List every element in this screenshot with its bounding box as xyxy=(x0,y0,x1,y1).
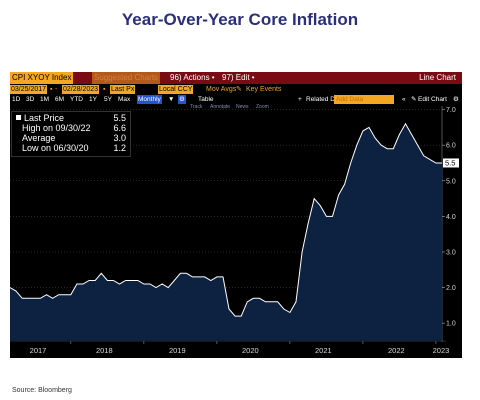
stat-label: Low on 06/30/20 xyxy=(22,143,89,153)
tools-row: Track Annotate News Zoom xyxy=(10,104,462,111)
suggested-charts-button[interactable]: Suggested Charts xyxy=(92,72,161,84)
y-tick-label: 2.0 xyxy=(446,285,456,292)
x-tick-label: 2020 xyxy=(242,346,259,355)
last-value-label: 5.5 xyxy=(445,159,455,168)
legend-stats-box: Last Price 5.5 High on 09/30/22 6.6 Aver… xyxy=(11,111,131,157)
x-tick-label: 2018 xyxy=(96,346,113,355)
y-tick-label: 1.0 xyxy=(446,321,456,328)
settings-row: 03/25/2017 ▪ - 02/28/2023 ▪ Last Px Loca… xyxy=(10,85,462,94)
currency-selector[interactable]: Local CCY xyxy=(158,85,194,94)
zoom-tool[interactable]: Zoom xyxy=(256,104,269,110)
x-tick-label: 2022 xyxy=(388,346,405,355)
x-tick-label: 2017 xyxy=(30,346,47,355)
y-tick-label: 6.0 xyxy=(446,143,456,150)
series-line xyxy=(10,122,442,317)
y-tick-label: 3.0 xyxy=(446,249,456,256)
period-button[interactable]: 3D xyxy=(26,96,35,103)
period-button[interactable]: 5Y xyxy=(104,96,112,103)
chevron-down-icon[interactable]: ▼ xyxy=(168,96,175,103)
pencil-icon[interactable]: ✎ xyxy=(411,96,417,103)
stat-value: 5.5 xyxy=(113,113,126,123)
gear-icon[interactable]: ⚙ xyxy=(453,96,459,103)
bloomberg-terminal-chart: CPI XYOY Index Suggested Charts 96) Acti… xyxy=(10,72,462,358)
related-data-button[interactable]: Related Dat xyxy=(306,96,341,103)
pencil-icon[interactable]: ✎ xyxy=(236,86,242,93)
add-data-input[interactable]: Add Data xyxy=(334,95,394,104)
actions-menu[interactable]: 96) Actions • xyxy=(170,73,215,82)
table-button[interactable]: Table xyxy=(198,96,214,103)
stat-label: Average xyxy=(22,133,56,143)
stat-value: 1.2 xyxy=(113,143,126,153)
stat-value: 3.0 xyxy=(113,133,126,143)
source-note: Source: Bloomberg xyxy=(12,387,72,394)
key-events-toggle[interactable]: Key Events xyxy=(246,86,282,93)
stat-value: 6.6 xyxy=(113,123,126,133)
end-date-field[interactable]: 02/28/2023 xyxy=(62,85,100,94)
frequency-selector[interactable]: Monthly xyxy=(137,95,162,104)
y-tick-label: 5.0 xyxy=(446,178,456,185)
plus-icon[interactable]: + xyxy=(298,96,302,103)
date-separator: - xyxy=(55,86,58,93)
legend-swatch xyxy=(16,115,21,120)
y-tick-label: 4.0 xyxy=(446,214,456,221)
x-tick-label: 2023 xyxy=(433,346,450,355)
ticker-field[interactable]: CPI XYOY Index xyxy=(10,72,74,84)
chart-type-label[interactable]: Line Chart xyxy=(419,73,456,82)
y-axis-ticks: 1.0 2.0 3.0 4.0 5.0 6.0 7.0 xyxy=(442,107,456,328)
period-row: 1D 3D 1M 6M YTD 1Y 5Y Max Monthly ▼ ⚙ Ta… xyxy=(10,95,462,104)
track-tool[interactable]: Track xyxy=(190,104,203,110)
edit-chart-button[interactable]: Edit Chart xyxy=(418,96,447,103)
stat-label: Last Price xyxy=(24,113,65,123)
edit-menu[interactable]: 97) Edit • xyxy=(222,73,255,82)
calendar-icon[interactable]: ▪ xyxy=(50,86,53,93)
field-selector[interactable]: Last Px xyxy=(110,85,136,94)
period-button[interactable]: 1M xyxy=(40,96,50,103)
last-value-box xyxy=(443,158,459,168)
page-title: Year-Over-Year Core Inflation xyxy=(121,10,359,29)
collapse-icon[interactable]: « xyxy=(402,96,406,103)
start-date-field[interactable]: 03/25/2017 xyxy=(10,85,48,94)
annotate-tool[interactable]: Annotate xyxy=(210,104,231,110)
period-button[interactable]: 1D xyxy=(12,96,21,103)
x-axis-ticks: 2017 2018 2019 2020 2021 2022 2023 xyxy=(30,341,450,355)
stat-label: High on 09/30/22 xyxy=(22,123,91,133)
calendar-icon[interactable]: ▪ xyxy=(103,86,106,93)
last-value-marker: 5.5 xyxy=(443,158,459,168)
period-button[interactable]: Max xyxy=(118,96,131,103)
period-button[interactable]: 1Y xyxy=(89,96,97,103)
news-tool[interactable]: News xyxy=(236,104,249,110)
x-tick-label: 2021 xyxy=(315,346,332,355)
mov-avgs-toggle[interactable]: Mov Avgs xyxy=(206,86,237,93)
y-tick-label: 7.0 xyxy=(446,107,456,114)
x-tick-label: 2019 xyxy=(169,346,186,355)
legend-last-price: Last Price xyxy=(16,113,64,123)
settings-icon[interactable]: ⚙ xyxy=(178,95,186,104)
top-toolbar: CPI XYOY Index Suggested Charts 96) Acti… xyxy=(10,72,462,84)
period-button[interactable]: YTD xyxy=(70,96,83,103)
series-area xyxy=(10,123,442,341)
period-button[interactable]: 6M xyxy=(55,96,65,103)
inflation-chart: 1.02.03.04.05.06.07.0 2017 2018 2019 2020 20… xyxy=(10,106,459,355)
